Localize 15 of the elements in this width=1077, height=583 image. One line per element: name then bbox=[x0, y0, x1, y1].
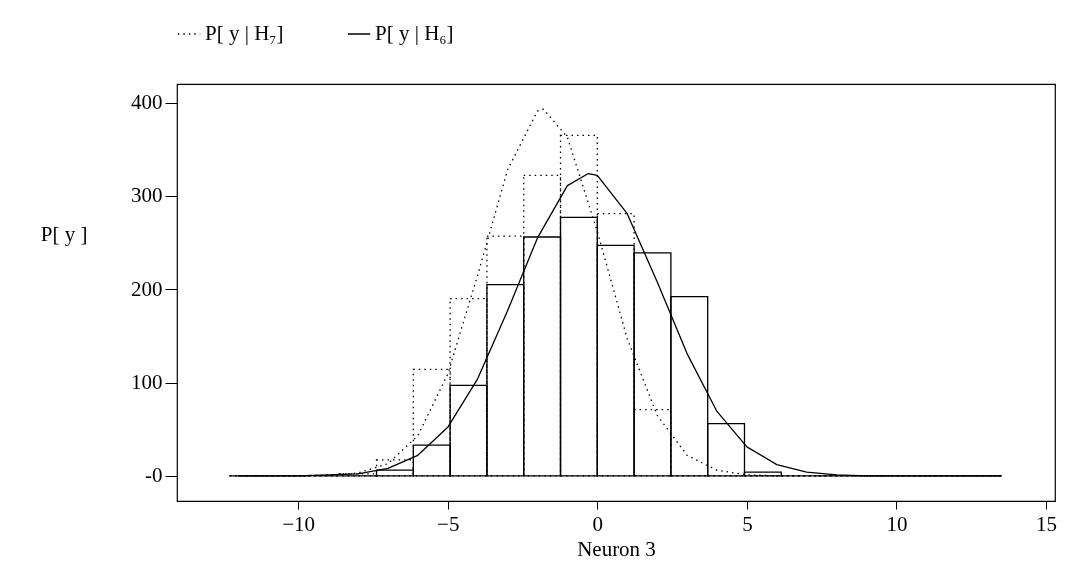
x-tick-label: 5 bbox=[742, 511, 753, 536]
y-tick-label: 100 bbox=[131, 370, 163, 395]
y-tick-label: 400 bbox=[131, 90, 163, 115]
y-tick-label: 200 bbox=[131, 276, 163, 301]
legend-label: P[ y | H₇] bbox=[205, 21, 284, 45]
x-tick-label: −5 bbox=[437, 511, 460, 536]
x-tick-label: 10 bbox=[886, 511, 908, 536]
x-axis-title: Neuron 3 bbox=[577, 536, 656, 561]
y-tick-label: 300 bbox=[131, 183, 163, 208]
x-tick-label: 15 bbox=[1036, 511, 1058, 536]
legend-label: P[ y | H₆] bbox=[375, 21, 454, 45]
x-tick-label: 0 bbox=[592, 511, 604, 536]
y-tick-label: -0 bbox=[145, 463, 163, 488]
y-axis-title: P[ y ] bbox=[40, 221, 88, 246]
x-tick-label: −10 bbox=[282, 511, 316, 536]
